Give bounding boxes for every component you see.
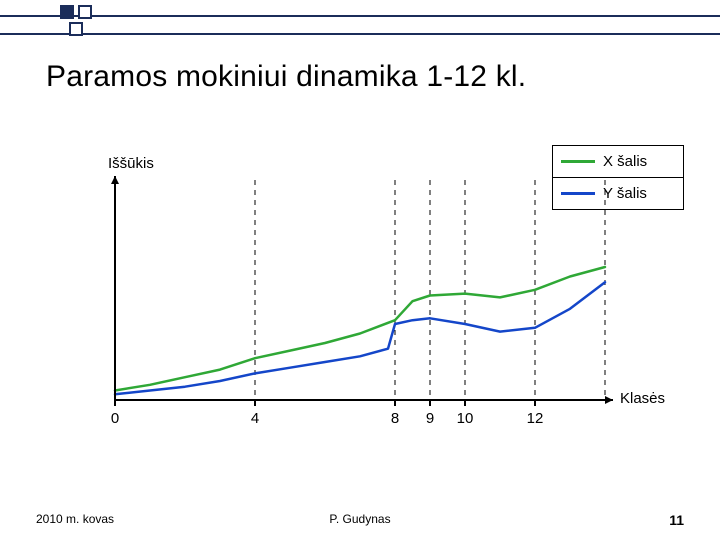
x-tick-label: 0	[111, 410, 119, 427]
decor-square-3	[69, 22, 83, 36]
slide-title: Paramos mokiniui dinamika 1-12 kl.	[46, 60, 526, 94]
legend-item-y: Y šalis	[553, 177, 683, 209]
x-axis-label: Klasės	[620, 390, 665, 407]
chart-svg	[115, 210, 605, 400]
decor-line-2	[0, 33, 720, 35]
slide-top-decor	[0, 0, 720, 38]
footer-date: 2010 m. kovas	[36, 512, 114, 526]
x-tick-label: 8	[391, 410, 399, 427]
decor-square-1	[60, 5, 74, 19]
x-tick-label: 9	[426, 410, 434, 427]
legend-label-x: X šalis	[603, 153, 647, 170]
footer-author: P. Gudynas	[329, 512, 390, 526]
legend: X šalis Y šalis	[552, 145, 684, 210]
decor-square-2	[78, 5, 92, 19]
legend-swatch-x	[561, 160, 595, 163]
legend-item-x: X šalis	[553, 146, 683, 177]
legend-label-y: Y šalis	[603, 185, 647, 202]
footer-page: 11	[669, 512, 684, 528]
x-tick-label: 4	[251, 410, 259, 427]
x-tick-label: 12	[527, 410, 544, 427]
x-tick-label: 10	[457, 410, 474, 427]
decor-line-1	[0, 15, 720, 17]
legend-swatch-y	[561, 192, 595, 195]
chart-area	[115, 210, 605, 400]
y-axis-label: Iššūkis	[108, 155, 154, 172]
